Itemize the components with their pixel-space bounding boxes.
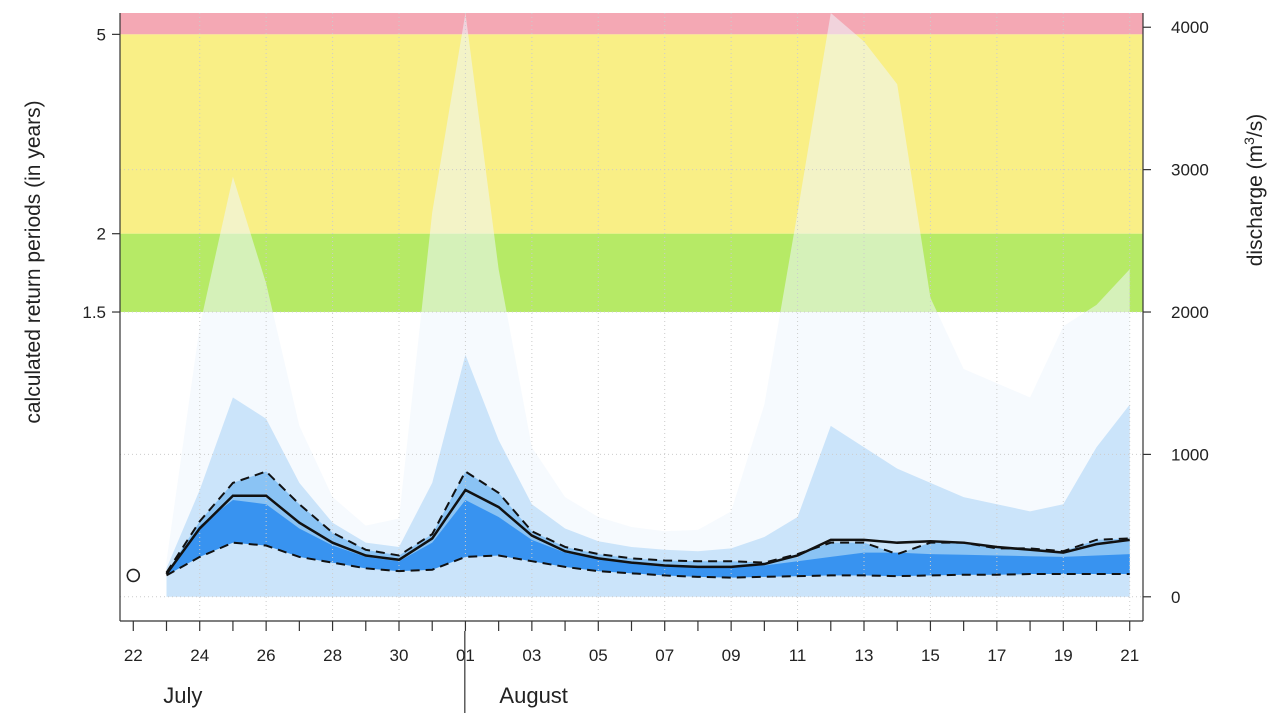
left-tick-label-1.5: 1.5 [82,303,106,322]
forecast-lines [126,470,1130,583]
right-tick-label-4000: 4000 [1171,18,1209,37]
left-tick-label-2: 2 [97,225,106,244]
x-tick-label-05: 05 [589,646,608,665]
x-tick-label-13: 13 [855,646,874,665]
left-tick-label-5: 5 [97,25,106,44]
right-tick-label-1000: 1000 [1171,445,1209,464]
x-axis: 22 24 26 28 30 01 03 05 07 09 11 13 15 17 19 21 July Augu… [124,621,1139,713]
x-tick-label-21: 21 [1120,646,1139,665]
month-label-july: July [163,683,202,708]
x-tick-label-19: 19 [1054,646,1073,665]
threshold-bands [120,13,1143,313]
x-tick-label-01: 01 [456,646,475,665]
right-axis-title-prefix: discharge (m [1244,145,1267,266]
series-median [165,488,1130,575]
envelope-mid [166,354,1130,597]
threshold-band-1.5-year [120,233,1143,313]
series-lower-dashed [166,541,1130,579]
x-tick-label-17: 17 [987,646,1006,665]
x-tick-label-03: 03 [522,646,541,665]
x-tick-label-07: 07 [655,646,674,665]
x-tick-label-28: 28 [323,646,342,665]
right-tick-label-3000: 3000 [1171,161,1209,180]
envelope-outer [166,13,1130,597]
right-axis-title-suffix: /s) [1244,114,1267,137]
observed-point [126,568,141,583]
month-label-august: August [499,683,568,708]
grid-lines [120,13,1143,621]
right-tick-label-0: 0 [1171,588,1180,607]
x-tick-label-26: 26 [257,646,276,665]
x-tick-label-22: 22 [124,646,143,665]
threshold-band-2-year [120,34,1143,234]
x-tick-label-24: 24 [190,646,209,665]
right-tick-label-2000: 2000 [1171,303,1209,322]
x-tick-label-30: 30 [390,646,409,665]
left-axis: 1.5 2 5 [82,25,120,322]
series-upper-dashed [165,470,1130,574]
envelope-core [166,499,1130,578]
right-axis: 0 1000 2000 3000 4000 [1143,18,1209,607]
right-axis-title: discharge (m3/s) [1241,114,1267,267]
x-tick-label-15: 15 [921,646,940,665]
threshold-band-5-year [120,13,1143,35]
x-tick-label-09: 09 [722,646,741,665]
x-tick-label-11: 11 [789,646,807,665]
left-axis-title: calculated return periods (in years) [22,100,45,423]
right-axis-title-sup: 3 [1241,137,1257,145]
